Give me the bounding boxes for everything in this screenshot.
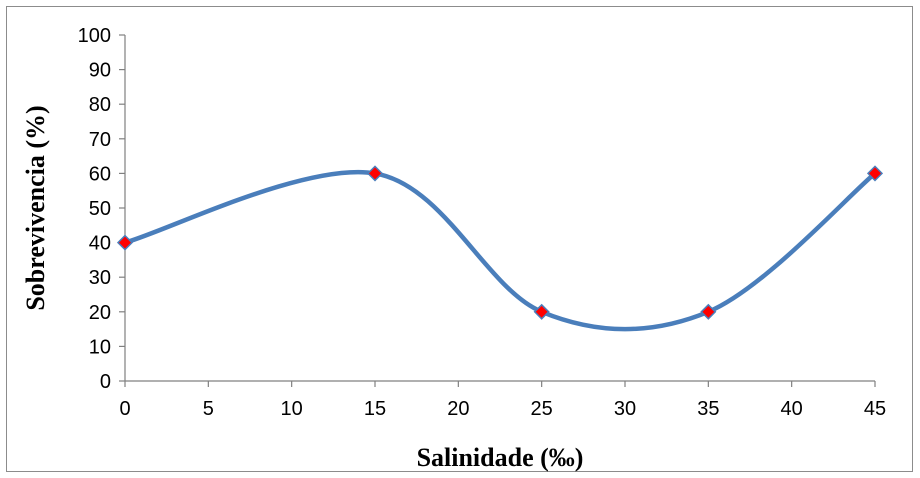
y-tick-label: 20	[89, 302, 111, 324]
y-tick-label: 60	[89, 163, 111, 185]
y-tick-labels: 0 10 20 30 40 50 60 70 80 90 100	[78, 25, 111, 393]
x-tick-label: 30	[614, 398, 636, 420]
x-tick-label: 5	[203, 398, 214, 420]
y-tick-label: 40	[89, 233, 111, 255]
x-tick-label: 15	[364, 398, 386, 420]
x-tick-label: 35	[697, 398, 719, 420]
y-tick-label: 30	[89, 267, 111, 289]
data-point-marker	[866, 165, 884, 182]
x-tick-labels: 0 5 10 15 20 25 30 35 40 45	[119, 398, 886, 420]
x-tick-label: 40	[781, 398, 803, 420]
x-tick-label: 0	[119, 398, 130, 420]
y-tick-label: 80	[89, 94, 111, 116]
x-tick-label: 25	[531, 398, 553, 420]
axes	[119, 34, 876, 387]
data-point-marker	[533, 303, 550, 320]
series-group	[116, 165, 884, 332]
y-tick-label: 70	[89, 129, 111, 151]
y-tick-label: 50	[89, 198, 111, 220]
x-tick-label: 10	[281, 398, 303, 420]
x-tick-label: 20	[447, 398, 469, 420]
x-axis-title: Salinidade (‰)	[417, 443, 584, 472]
y-tick-label: 100	[78, 25, 111, 47]
y-tick-label: 0	[100, 371, 111, 393]
data-point-marker	[366, 165, 384, 182]
chart-frame	[6, 6, 913, 472]
data-point-marker	[116, 234, 134, 251]
data-point-marker	[700, 303, 717, 320]
y-axis-title: Sobrevivencia (%)	[21, 105, 50, 310]
y-tick-label: 10	[89, 336, 111, 358]
series-line	[122, 169, 878, 332]
x-tick-label: 45	[864, 398, 886, 420]
y-tick-label: 90	[89, 60, 111, 82]
